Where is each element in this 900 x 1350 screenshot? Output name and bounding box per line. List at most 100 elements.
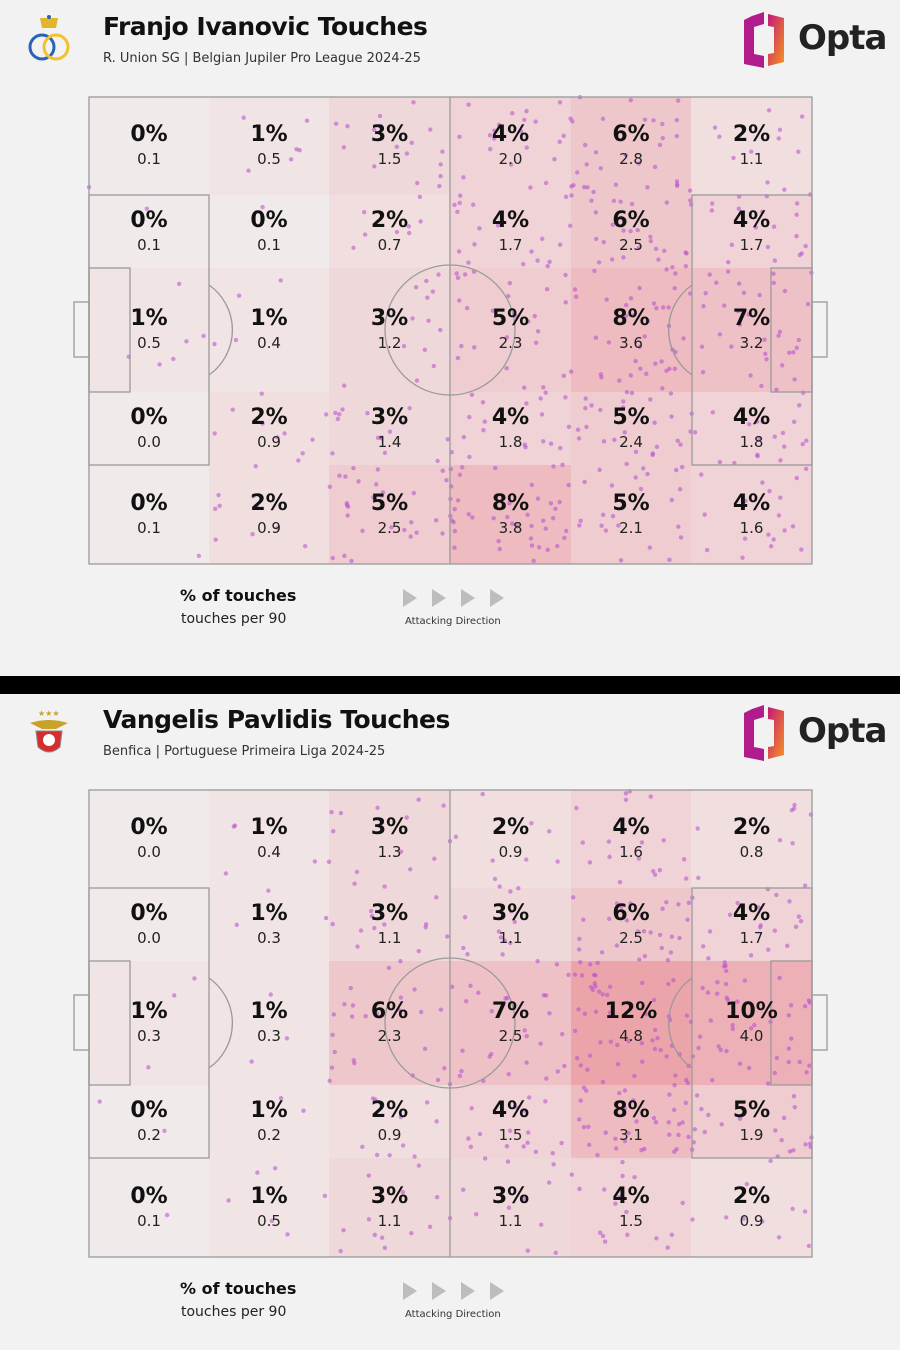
zone-cell: 0% 0.1: [89, 465, 209, 564]
zone-pct: 6%: [612, 122, 650, 147]
zone-cell: 4% 1.8: [450, 392, 571, 465]
zone-pct: 8%: [491, 490, 530, 516]
attacking-direction-label: Attacking Direction: [405, 1309, 501, 1320]
attacking-direction-arrows-icon: [403, 1282, 504, 1300]
zone-pct: 3%: [370, 306, 409, 331]
zone-per90: 0.3: [257, 1027, 281, 1045]
zone-pct: 4%: [491, 404, 530, 430]
zone-cell: 5% 1.9: [691, 1085, 812, 1158]
zone-pct: 5%: [612, 490, 650, 516]
zone-per90: 0.2: [257, 1125, 281, 1144]
attacking-direction-label: Attacking Direction: [405, 616, 501, 627]
zone-cell: 2% 0.9: [450, 790, 571, 888]
zone-cell: 0% 0.0: [89, 888, 209, 961]
zone-grid: 0% 0.0 1% 0.4 3% 1.3 2% 0.9 4% 1.6 2% 0.8 0% 0.0 1% 0.3…: [89, 790, 812, 1257]
attacking-direction-arrows-icon: [403, 589, 504, 607]
zone-pct: 4%: [491, 207, 530, 233]
zone-per90: 2.5: [377, 518, 402, 537]
zone-cell: 3% 1.5: [329, 97, 450, 195]
zone-cell: 0% 0.1: [89, 195, 209, 268]
zone-pct: 0%: [130, 1183, 168, 1209]
zone-pct: 4%: [491, 122, 530, 147]
zone-per90: 1.1: [377, 928, 402, 947]
zone-cell: 1% 0.2: [209, 1085, 329, 1158]
zone-pct: 8%: [612, 1097, 650, 1123]
zone-per90: 0.1: [257, 235, 281, 254]
zone-pct: 2%: [732, 815, 771, 840]
zone-cell: 6% 2.5: [571, 195, 691, 268]
legend-p90-label: touches per 90: [181, 1304, 287, 1320]
zone-per90: 1.5: [619, 1211, 643, 1230]
zone-per90: 0.3: [257, 928, 281, 947]
zone-per90: 3.2: [739, 334, 764, 352]
zone-cell: 8% 3.8: [450, 465, 571, 564]
zone-cell: 8% 3.6: [571, 268, 691, 392]
zone-cell: 5% 2.3: [450, 268, 571, 392]
zone-pct: 0%: [250, 207, 288, 233]
zone-cell: 2% 0.9: [329, 1085, 450, 1158]
opta-logo-text: Opta: [798, 711, 887, 751]
zone-per90: 0.4: [257, 843, 281, 861]
zone-cell: 1% 0.3: [209, 888, 329, 961]
zone-pct: 4%: [612, 815, 650, 840]
zone-cell: 2% 1.1: [691, 97, 812, 195]
zone-pct: 3%: [370, 404, 409, 430]
zone-per90: 2.4: [619, 432, 643, 451]
svg-text:★★★: ★★★: [38, 709, 60, 718]
zone-pct: 1%: [250, 306, 288, 331]
zone-per90: 0.0: [137, 928, 161, 947]
zone-per90: 4.8: [619, 1027, 643, 1045]
zone-per90: 4.0: [739, 1027, 764, 1045]
zone-cell: 4% 1.6: [691, 465, 812, 564]
zone-pct: 3%: [491, 1183, 530, 1209]
zone-pct: 3%: [370, 122, 409, 147]
zone-cell: 1% 0.5: [89, 268, 209, 392]
zone-per90: 1.1: [498, 928, 523, 947]
zone-cell: 8% 3.1: [571, 1085, 691, 1158]
zone-cell: 4% 1.7: [691, 195, 812, 268]
zone-cell: 4% 2.0: [450, 97, 571, 195]
zone-per90: 2.1: [619, 518, 643, 537]
zone-cell: 5% 2.1: [571, 465, 691, 564]
zone-cell: 6% 2.3: [329, 961, 450, 1085]
zone-cell: 1% 0.4: [209, 268, 329, 392]
zone-cell: 0% 0.1: [89, 1158, 209, 1257]
panel-subtitle: Benfica | Portuguese Primeira Liga 2024-…: [103, 744, 386, 759]
zone-cell: 3% 1.1: [450, 888, 571, 961]
zone-per90: 1.1: [498, 1211, 523, 1230]
zone-per90: 0.2: [137, 1125, 161, 1144]
zone-per90: 1.2: [377, 334, 402, 352]
player-panel: ★★★ Vangelis Pavlidis Touches Benfica | …: [0, 693, 900, 1350]
zone-pct: 3%: [491, 900, 530, 926]
zone-cell: 2% 0.9: [691, 1158, 812, 1257]
club-crest-icon: [28, 15, 70, 61]
zone-pct: 4%: [732, 207, 771, 233]
club-crest-icon: ★★★: [30, 709, 68, 753]
zone-pct: 4%: [612, 1183, 650, 1209]
zone-cell: 12% 4.8: [571, 961, 691, 1085]
zone-pct: 7%: [732, 306, 771, 331]
zone-pct: 2%: [732, 122, 771, 147]
zone-pct: 6%: [612, 207, 650, 233]
zone-pct: 1%: [250, 122, 288, 147]
zone-per90: 0.9: [377, 1125, 402, 1144]
zone-pct: 5%: [370, 490, 409, 516]
zone-pct: 2%: [370, 207, 409, 233]
panel-title: Franjo Ivanovic Touches: [103, 12, 428, 41]
zone-per90: 2.3: [377, 1027, 402, 1045]
player-panel: Franjo Ivanovic Touches R. Union SG | Be…: [28, 12, 887, 627]
zone-pct: 4%: [732, 900, 771, 926]
zone-per90: 2.0: [498, 150, 523, 168]
zone-per90: 1.1: [739, 150, 764, 168]
zone-pct: 0%: [130, 1097, 168, 1123]
zone-pct: 4%: [732, 404, 771, 430]
zone-cell: 6% 2.8: [571, 97, 691, 195]
zone-cell: 7% 3.2: [691, 268, 812, 392]
zone-pct: 5%: [491, 306, 530, 331]
zone-pct: 1%: [130, 306, 168, 331]
zone-per90: 1.5: [498, 1125, 523, 1144]
zone-per90: 1.7: [498, 235, 523, 254]
zone-pct: 1%: [250, 900, 288, 926]
zone-per90: 0.7: [377, 235, 402, 254]
zone-pct: 2%: [250, 490, 288, 516]
